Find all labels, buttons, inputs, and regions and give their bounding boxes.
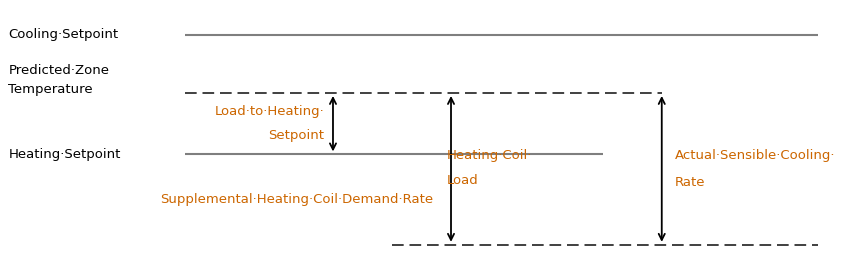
Text: Cooling·Setpoint: Cooling·Setpoint <box>8 28 119 41</box>
Text: Load·to·Heating·: Load·to·Heating· <box>215 105 325 118</box>
Text: Actual·Sensible·Cooling·: Actual·Sensible·Cooling· <box>674 149 835 162</box>
Text: Supplemental·Heating·Coil·Demand·Rate: Supplemental·Heating·Coil·Demand·Rate <box>160 193 433 206</box>
Text: Heating·Setpoint: Heating·Setpoint <box>8 148 121 161</box>
Text: Temperature: Temperature <box>8 83 93 95</box>
Text: Setpoint: Setpoint <box>269 129 325 142</box>
Text: Load: Load <box>447 174 479 187</box>
Text: Rate: Rate <box>674 176 705 189</box>
Text: Predicted·Zone: Predicted·Zone <box>8 64 110 77</box>
Text: Heating·Coil·: Heating·Coil· <box>447 149 532 162</box>
